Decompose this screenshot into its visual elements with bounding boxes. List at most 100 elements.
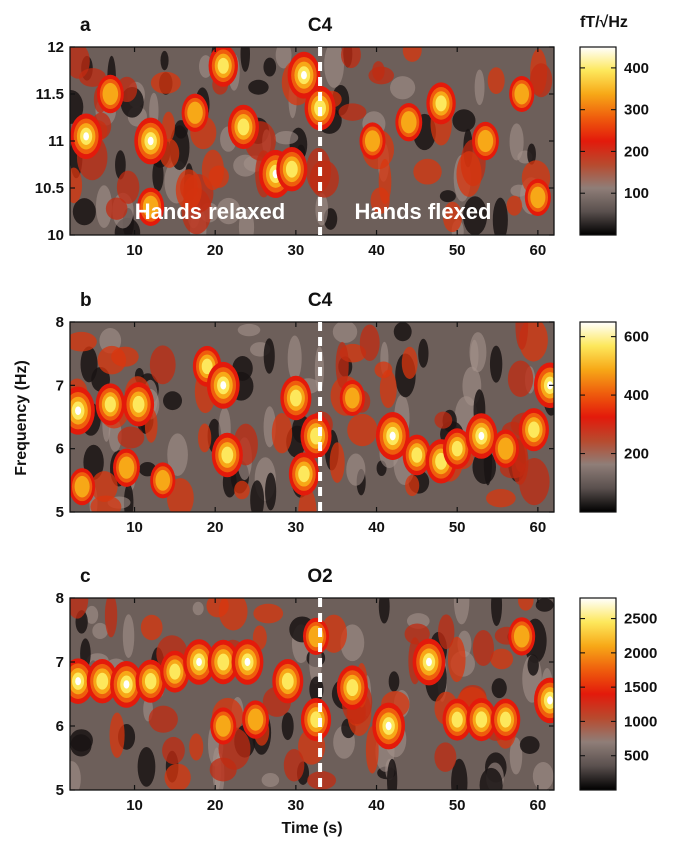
mid-power-patch	[346, 453, 366, 486]
power-blob	[210, 707, 237, 745]
colorbar-gradient	[579, 46, 617, 236]
moderate-power-patch	[109, 712, 125, 758]
power-blob	[402, 434, 432, 476]
power-contour	[345, 387, 360, 409]
x-tick-label: 10	[126, 797, 143, 814]
power-blob	[303, 617, 330, 656]
panel-letter-a: a	[80, 15, 91, 36]
moderate-power-patch	[456, 151, 482, 197]
power-blob	[287, 51, 321, 99]
moderate-power-patch	[340, 47, 361, 69]
power-contour	[426, 657, 432, 667]
power-contour	[74, 475, 90, 498]
power-contour	[513, 625, 530, 648]
moderate-power-patch	[486, 489, 516, 508]
power-blob	[280, 375, 312, 421]
mid-power-patch	[287, 335, 302, 382]
low-power-patch	[387, 758, 398, 790]
colorbar-tick-label: 400	[624, 60, 649, 77]
power-contour	[435, 95, 447, 112]
power-blob	[211, 432, 243, 478]
power-contour	[547, 696, 553, 705]
mid-power-patch	[216, 197, 241, 225]
x-tick-label: 40	[368, 242, 385, 259]
power-blob	[359, 122, 386, 160]
colorbar-c: 500 1000 1500 2000 2500	[579, 597, 657, 791]
colorbar-b: 200 400 600	[579, 321, 649, 513]
colorbar-tick-label: 1500	[624, 679, 657, 696]
power-blob	[339, 380, 365, 416]
y-tick-label: 12	[47, 39, 64, 56]
moderate-power-patch	[149, 345, 176, 385]
power-blob	[242, 700, 269, 739]
colorbar-gradient	[579, 597, 617, 791]
power-contour	[435, 452, 447, 470]
power-contour	[123, 680, 130, 689]
power-contour	[451, 711, 463, 728]
power-contour	[104, 396, 116, 413]
moderate-power-patch	[404, 623, 430, 645]
mid-power-patch	[453, 598, 470, 625]
power-contour	[389, 431, 396, 441]
x-tick-label: 30	[288, 519, 305, 536]
low-power-patch	[527, 654, 539, 676]
moderate-power-patch	[379, 369, 397, 409]
moderate-power-patch	[487, 67, 505, 94]
mid-power-patch	[390, 76, 416, 100]
plot-frame-c	[69, 597, 555, 791]
moderate-power-patch	[529, 63, 553, 98]
moderate-power-patch	[507, 360, 534, 398]
power-blob	[300, 413, 332, 459]
power-blob	[96, 74, 124, 114]
mid-power-patch	[95, 185, 113, 229]
moderate-power-patch	[234, 480, 250, 500]
power-blob	[113, 448, 140, 487]
moderate-power-patch	[79, 68, 107, 87]
x-tick-label: 20	[207, 797, 224, 814]
low-power-patch	[115, 150, 126, 180]
x-tick-label: 50	[449, 797, 466, 814]
colorbar-tick-label: 200	[624, 446, 649, 463]
mid-power-patch	[509, 737, 523, 775]
panel-b: b C4 5 6 7 8 10 20 30 40 50 60 200 400 600	[56, 290, 649, 536]
panel-letter-c: c	[80, 566, 91, 587]
colorbar-tick-label: 300	[624, 102, 649, 119]
power-contour	[142, 195, 159, 218]
power-contour	[196, 657, 202, 667]
x-axis-title: Time (s)	[281, 820, 342, 837]
moderate-power-patch	[472, 630, 494, 667]
moderate-power-patch	[518, 598, 534, 611]
moderate-power-patch	[434, 411, 453, 429]
low-power-patch	[535, 598, 554, 612]
low-power-patch	[263, 338, 275, 374]
channel-label-a: C4	[308, 15, 333, 36]
plot-frame-b	[69, 321, 555, 513]
moderate-power-patch	[189, 733, 204, 761]
power-blob	[272, 659, 304, 704]
moderate-power-patch	[283, 748, 305, 782]
low-power-patch	[378, 598, 390, 624]
moderate-power-patch	[206, 598, 229, 618]
power-contour	[285, 160, 298, 178]
power-blob	[395, 103, 423, 142]
moderate-power-patch	[175, 169, 202, 211]
moderate-power-patch	[413, 158, 442, 185]
moderate-power-patch	[329, 442, 345, 483]
moderate-power-patch	[164, 763, 191, 790]
panel-letter-b: b	[80, 290, 92, 311]
power-contour	[477, 129, 494, 153]
power-blob	[227, 104, 259, 150]
power-blob	[231, 639, 264, 685]
moderate-power-patch	[347, 413, 378, 447]
x-tick-label: 30	[288, 797, 305, 814]
power-blob	[508, 617, 536, 656]
power-blob	[134, 117, 168, 165]
moderate-power-patch	[117, 426, 145, 449]
x-tick-label: 10	[126, 519, 143, 536]
x-tick-label: 10	[126, 242, 143, 259]
moderate-power-patch	[335, 341, 349, 389]
low-power-patch	[479, 767, 503, 790]
moderate-power-patch	[402, 47, 422, 62]
power-blob	[518, 408, 549, 452]
low-power-patch	[163, 391, 183, 411]
